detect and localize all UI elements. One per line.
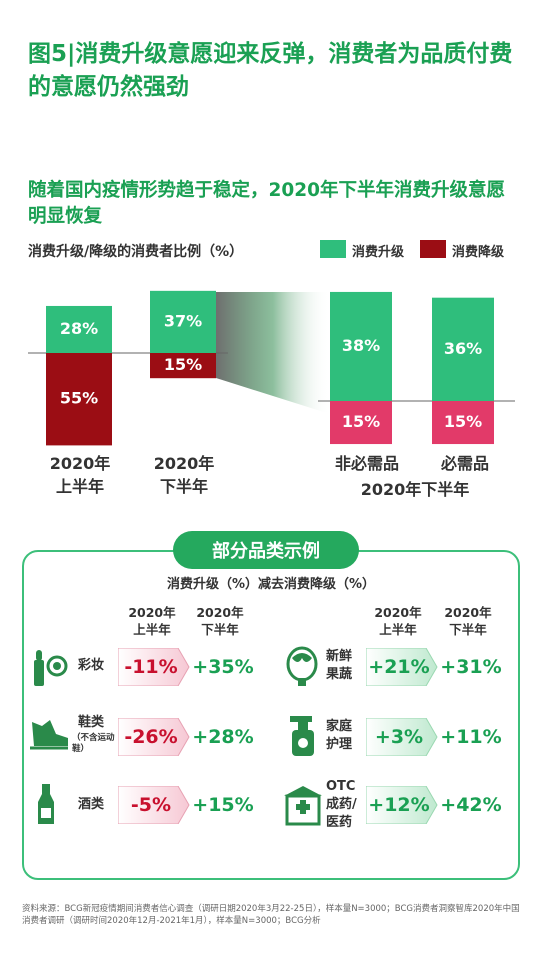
- value-h2-3: +31%: [440, 656, 502, 678]
- bar-chart: 28% 55% 37% 15% 38% 15% 36% 15%: [28, 290, 515, 446]
- item-label-household: 家庭 护理: [326, 719, 353, 752]
- legend-label-downgrade: 消费降级: [452, 245, 505, 260]
- value-h2-2: +15%: [192, 794, 254, 816]
- col-header-h2-left: 2020年 下半年: [196, 605, 244, 637]
- bar-upgrade-2: [330, 291, 392, 401]
- legend-swatch-upgrade: [320, 240, 346, 258]
- col-header-h1-right: 2020年 上半年: [374, 605, 422, 637]
- value-h2-1: +28%: [192, 726, 254, 748]
- legend-label-upgrade: 消费升级: [352, 245, 405, 260]
- bar-upgrade-label-3: 36%: [444, 339, 482, 358]
- category-label-h2: 2020年 下半年: [153, 454, 215, 496]
- bar-upgrade-3: [432, 297, 494, 401]
- panel-title: 部分品类示例: [173, 531, 359, 569]
- group-label: 2020年下半年: [360, 480, 470, 499]
- bar-downgrade-0: [46, 353, 112, 446]
- col-header-h1-left: 2020年 上半年: [128, 605, 176, 637]
- item-label-wine: 酒类: [78, 797, 105, 812]
- pharmacy-icon: [282, 784, 324, 830]
- bar-upgrade-1: [150, 290, 216, 353]
- value-h1-0: -11%: [124, 656, 178, 678]
- chart-title: 消费升级/降级的消费者比例（%）: [28, 244, 244, 260]
- page-subtitle: 随着国内疫情形势趋于稳定，2020年下半年消费升级意愿明显恢复: [28, 180, 505, 227]
- bar-upgrade-label-1: 37%: [164, 311, 202, 330]
- vegetable-icon: [282, 644, 322, 692]
- source-note: 资料来源：BCG新冠疫情期间消费者信心调查（调研日期2020年3月22-25日）…: [22, 904, 520, 926]
- panel-subtitle: 消费升级（%）减去消费降级（%）: [166, 577, 376, 592]
- item-label-vegetables: 新鲜 果蔬: [326, 649, 353, 682]
- bar-downgrade-3: [432, 401, 494, 445]
- bar-downgrade-2: [330, 401, 392, 445]
- bar-downgrade-label-3: 15%: [444, 412, 482, 431]
- page-title: 图5|消费升级意愿迎来反弹，消费者为品质付费的意愿仍然强劲: [28, 41, 513, 100]
- item-label-makeup: 彩妆: [78, 658, 105, 673]
- col-header-h2-right: 2020年 下半年: [444, 605, 492, 637]
- bar-downgrade-label-0: 55%: [60, 389, 98, 408]
- category-label-nonessential: 非必需品: [334, 454, 399, 473]
- wine-icon: [32, 782, 62, 830]
- value-h1-4: +3%: [374, 726, 424, 748]
- item-label-otc: OTC 成药/医药: [326, 779, 357, 830]
- value-h1-1: -26%: [124, 726, 178, 748]
- category-label-essential: 必需品: [440, 454, 489, 473]
- value-h1-2: -5%: [130, 794, 172, 816]
- value-h2-0: +35%: [192, 656, 254, 678]
- bar-downgrade-1: [150, 353, 216, 379]
- bar-upgrade-label-0: 28%: [60, 319, 98, 338]
- bar-downgrade-label-1: 15%: [164, 355, 202, 374]
- item-label-shoes: 鞋类: [78, 715, 105, 730]
- value-h1-5: +12%: [368, 794, 430, 816]
- legend-swatch-downgrade: [420, 240, 446, 258]
- makeup-icon: [30, 646, 68, 692]
- item-note-shoes: （不含运动鞋）: [72, 733, 115, 754]
- value-h2-5: +42%: [440, 794, 502, 816]
- spray-bottle-icon: [286, 714, 320, 762]
- category-label-h1: 2020年 上半年: [49, 454, 111, 496]
- bar-downgrade-label-2: 15%: [342, 412, 380, 431]
- bar-upgrade-label-2: 38%: [342, 336, 380, 355]
- zoom-connector: [216, 292, 330, 414]
- value-h2-4: +11%: [440, 726, 502, 748]
- shoe-icon: [28, 716, 70, 756]
- bar-upgrade-0: [46, 305, 112, 353]
- value-h1-3: +21%: [368, 656, 430, 678]
